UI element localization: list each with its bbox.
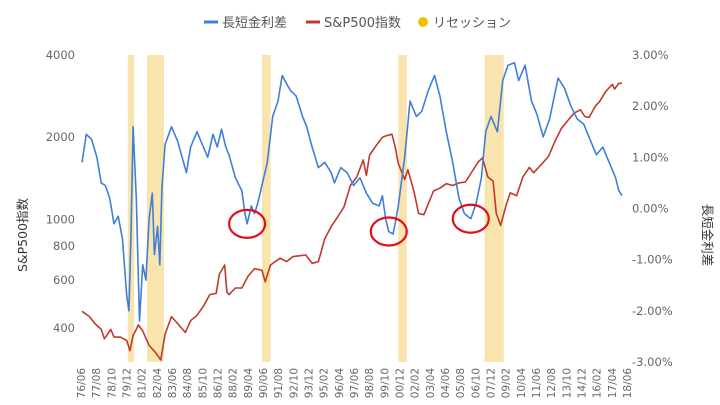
left-tick-label: 1000 (46, 212, 75, 226)
x-tick-label: 09/02 (501, 368, 513, 398)
right-tick-label: -3.00% (632, 355, 673, 369)
x-tick-label: 03/04 (425, 368, 437, 399)
x-tick-label: 06/10 (470, 368, 482, 398)
left-tick-label: 400 (53, 321, 75, 335)
x-tick-label: 76/06 (76, 368, 88, 399)
x-tick-label: 78/10 (106, 368, 118, 398)
right-tick-label: 0.00% (632, 202, 669, 216)
highlight-circle-1 (227, 208, 267, 239)
x-tick-label: 02/02 (410, 368, 422, 398)
legend-label-spread: 長短金利差 (222, 15, 287, 31)
left-tick-label: 800 (53, 239, 75, 253)
x-tick-label: 88/02 (228, 368, 240, 398)
x-tick-label: 11/06 (531, 368, 543, 399)
recession-band-5 (484, 55, 504, 362)
x-tick-label: 95/02 (319, 368, 331, 398)
right-axis-ticks: 3.00% 2.00% 1.00% 0.00% -1.00% -2.00% -3.00% (632, 48, 673, 369)
x-tick-label: 96/04 (334, 368, 346, 399)
x-tick-label: 82/04 (152, 368, 164, 399)
x-tick-label: 07/12 (486, 368, 498, 398)
x-tick-label: 83/06 (167, 368, 179, 399)
x-tick-label: 98/08 (364, 368, 376, 398)
x-tick-label: 84/08 (182, 368, 194, 398)
right-tick-label: 2.00% (632, 99, 669, 113)
left-tick-label: 2000 (46, 130, 75, 144)
legend-label-recession: リセッション (433, 16, 511, 31)
recession-band-3 (262, 55, 271, 362)
x-tick-label: 17/04 (607, 368, 619, 399)
spread-line (81, 61, 623, 322)
right-axis-title: 長短金利差 (700, 204, 715, 267)
right-tick-label: -1.00% (632, 253, 673, 267)
left-tick-label: 4000 (46, 48, 75, 62)
series-lines (81, 61, 623, 361)
x-tick-label: 99/10 (379, 368, 391, 398)
highlight-circle-2 (369, 216, 408, 247)
legend-label-sp500: S&P500指数 (324, 16, 401, 31)
x-tick-label: 05/08 (455, 368, 467, 398)
x-tick-label: 79/12 (122, 368, 134, 398)
x-tick-label: 86/12 (213, 368, 225, 398)
highlight-circles (227, 203, 490, 247)
recession-band-2 (146, 55, 165, 362)
x-tick-label: 90/06 (258, 368, 270, 399)
recession-band-4 (398, 55, 407, 362)
x-tick-label: 81/02 (137, 368, 149, 398)
right-tick-label: 1.00% (632, 150, 669, 164)
x-tick-label: 93/12 (304, 368, 316, 398)
x-tick-label: 10/04 (516, 368, 528, 399)
left-tick-label: 600 (53, 273, 75, 287)
x-tick-label: 00/12 (395, 368, 407, 398)
x-tick-label: 92/10 (288, 368, 300, 398)
sp500-line (81, 82, 622, 361)
x-tick-label: 04/06 (440, 368, 452, 399)
legend: 長短金利差 S&P500指数 リセッション (204, 15, 511, 31)
x-tick-label: 89/04 (243, 368, 255, 399)
left-axis-ticks: 400 600 800 1000 2000 4000 (46, 48, 75, 335)
x-tick-label: 12/08 (546, 368, 558, 398)
x-tick-label: 14/12 (577, 368, 589, 398)
x-tick-label: 91/08 (273, 368, 285, 398)
right-tick-label: 3.00% (632, 48, 669, 62)
recession-bands (127, 55, 504, 362)
x-tick-label: 16/02 (592, 368, 604, 398)
x-tick-label: 18/06 (622, 368, 634, 399)
x-tick-label: 13/10 (561, 368, 573, 398)
highlight-circle-3 (451, 203, 490, 234)
left-axis-title: S&P500指数 (15, 197, 30, 272)
legend-dot-icon-recession (418, 17, 428, 27)
x-tick-label: 85/10 (197, 368, 209, 398)
x-tick-label: 77/08 (91, 368, 103, 398)
x-axis-ticks: 76/06 77/08 78/10 79/12 81/02 82/04 83/06 84/08… (76, 368, 634, 399)
x-tick-label: 97/06 (349, 368, 361, 399)
right-tick-label: -2.00% (632, 304, 673, 318)
